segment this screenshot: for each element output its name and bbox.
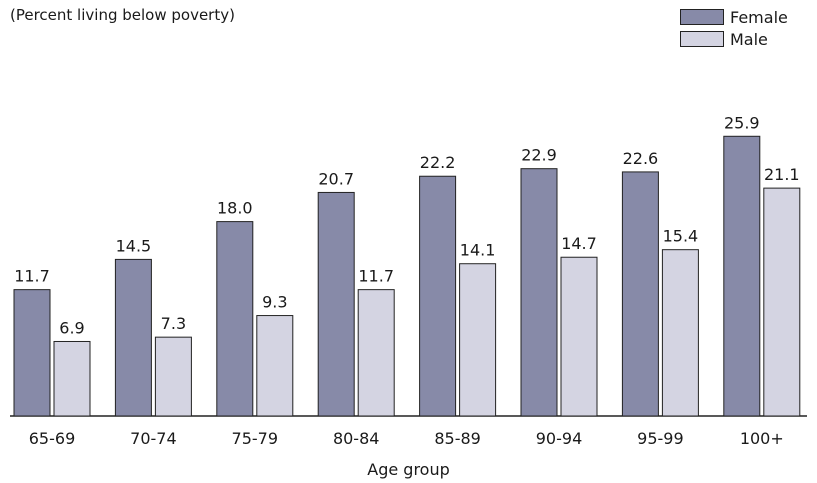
bar-male-95-99 (661, 249, 699, 417)
bar-male-75-79 (256, 315, 294, 417)
data-label-female-90-94: 22.9 (521, 146, 557, 165)
legend-label-female: Female (730, 7, 788, 27)
chart-legend: Female Male (680, 6, 788, 50)
bar-female-100+ (723, 135, 761, 417)
bar-female-70-74 (114, 258, 152, 417)
bar-male-70-74 (154, 336, 192, 417)
x-axis-label: Age group (367, 460, 450, 479)
data-label-female-100+: 25.9 (724, 113, 760, 132)
bar-female-90-94 (520, 168, 558, 417)
legend-swatch-female (680, 9, 724, 25)
x-tick-label-75-79: 75-79 (232, 429, 279, 448)
data-label-female-80-84: 20.7 (318, 169, 354, 188)
data-label-female-85-89: 22.2 (420, 153, 456, 172)
data-label-female-70-74: 14.5 (116, 236, 152, 255)
data-label-female-95-99: 22.6 (623, 149, 659, 168)
bar-male-90-94 (560, 256, 598, 417)
data-label-male-70-74: 7.3 (161, 314, 186, 333)
data-label-male-100+: 21.1 (764, 165, 800, 184)
bar-female-75-79 (216, 221, 254, 417)
x-tick-label-80-84: 80-84 (333, 429, 380, 448)
x-tick-label-95-99: 95-99 (637, 429, 684, 448)
chart-subtitle: (Percent living below poverty) (10, 6, 235, 24)
data-label-male-75-79: 9.3 (262, 293, 287, 312)
bar-male-85-89 (459, 263, 497, 417)
x-tick-label-100+: 100+ (740, 429, 784, 448)
x-tick-label-85-89: 85-89 (434, 429, 481, 448)
bar-female-95-99 (621, 171, 659, 417)
x-tick-label-65-69: 65-69 (29, 429, 76, 448)
legend-swatch-male (680, 31, 724, 47)
data-label-male-65-69: 6.9 (59, 318, 84, 337)
x-tick-label-90-94: 90-94 (536, 429, 583, 448)
data-label-male-85-89: 14.1 (460, 241, 496, 260)
data-label-female-75-79: 18.0 (217, 199, 253, 218)
legend-item-male: Male (680, 28, 788, 50)
bar-male-100+ (763, 187, 801, 417)
bar-male-80-84 (357, 289, 395, 417)
bar-female-80-84 (317, 191, 355, 417)
bar-female-65-69 (13, 289, 51, 417)
bar-female-85-89 (419, 175, 457, 417)
legend-item-female: Female (680, 6, 788, 28)
data-label-male-80-84: 11.7 (358, 267, 394, 286)
x-tick-label-70-74: 70-74 (130, 429, 177, 448)
data-label-male-95-99: 15.4 (663, 227, 699, 246)
legend-label-male: Male (730, 29, 768, 49)
bar-male-65-69 (53, 340, 91, 417)
data-label-female-65-69: 11.7 (14, 267, 50, 286)
data-label-male-90-94: 14.7 (561, 234, 597, 253)
